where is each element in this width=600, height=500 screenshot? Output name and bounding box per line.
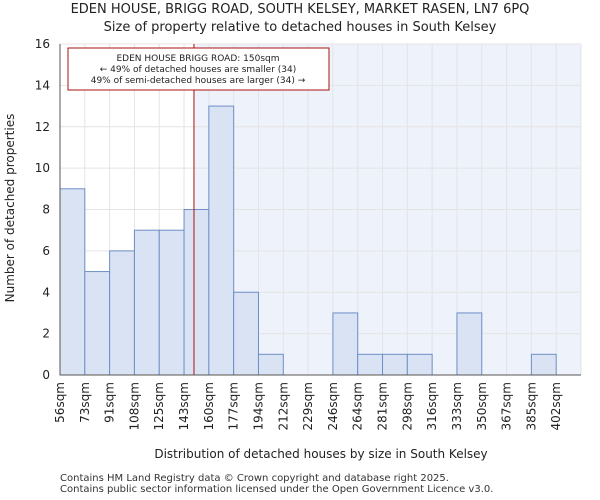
annotation-line-3: 49% of semi-detached houses are larger (… (91, 76, 306, 86)
y-tick-2: 2 (42, 327, 50, 341)
axes (59, 44, 581, 376)
bar-56sqm (59, 188, 86, 376)
y-tick-10: 10 (35, 161, 50, 175)
footer-line-1: Contains HM Land Registry data © Crown c… (60, 473, 449, 484)
y-tick-labels: 0 2 4 6 8 10 12 14 16 (35, 37, 50, 382)
y-axis-label: Number of detached properties (3, 114, 17, 303)
bar-125sqm (158, 229, 185, 376)
chart-subtitle: Size of property relative to detached ho… (103, 20, 497, 35)
x-tick-298sqm: 298sqm (400, 382, 414, 430)
x-axis-label: Distribution of detached houses by size … (154, 447, 487, 461)
x-tick-229sqm: 229sqm (301, 382, 315, 430)
x-tick-212sqm: 212sqm (276, 382, 290, 430)
bars (59, 105, 557, 376)
annotation-line-1: EDEN HOUSE BRIGG ROAD: 150sqm (117, 54, 280, 64)
bar-385sqm (530, 353, 557, 376)
y-tick-4: 4 (42, 285, 50, 299)
bar-108sqm (133, 229, 160, 376)
bar-281sqm (382, 353, 408, 376)
y-tick-0: 0 (42, 368, 50, 382)
x-tick-316sqm: 316sqm (425, 382, 439, 430)
x-tick-91sqm: 91sqm (103, 382, 117, 423)
annotation-box (67, 47, 330, 91)
y-tick-12: 12 (35, 120, 50, 134)
footer-line-2: Contains public sector information licen… (60, 484, 494, 495)
chart-title: EDEN HOUSE, BRIGG ROAD, SOUTH KELSEY, MA… (70, 2, 530, 17)
annotation-line-2: ← 49% of detached houses are smaller (34… (100, 65, 297, 75)
bar-194sqm (257, 353, 284, 376)
x-tick-177sqm: 177sqm (227, 382, 241, 430)
x-tick-367sqm: 367sqm (500, 382, 514, 430)
bar-73sqm (84, 271, 111, 376)
bar-177sqm (233, 291, 259, 376)
bar-160sqm (208, 105, 235, 376)
x-tick-281sqm: 281sqm (376, 382, 390, 430)
x-tick-350sqm: 350sqm (475, 382, 489, 430)
x-tick-333sqm: 333sqm (450, 382, 464, 430)
x-tick-264sqm: 264sqm (351, 382, 365, 430)
x-tick-labels: 56sqm 73sqm 91sqm 108sqm 125sqm 143sqm 160sqm 1… (53, 382, 563, 430)
property-annotation: EDEN HOUSE BRIGG ROAD: 150sqm ← 49% of d… (67, 47, 330, 91)
bar-298sqm (406, 353, 433, 376)
bar-246sqm (332, 312, 359, 376)
x-tick-125sqm: 125sqm (152, 382, 166, 430)
y-tick-6: 6 (42, 244, 50, 258)
y-tick-16: 16 (35, 37, 50, 51)
x-tick-246sqm: 246sqm (326, 382, 340, 430)
bar-333sqm (456, 312, 483, 376)
x-tick-108sqm: 108sqm (127, 382, 141, 430)
bar-143sqm (183, 209, 210, 376)
x-tick-402sqm: 402sqm (549, 382, 563, 430)
x-tick-73sqm: 73sqm (78, 382, 92, 423)
x-tick-160sqm: 160sqm (202, 382, 216, 430)
x-tick-56sqm: 56sqm (53, 382, 67, 423)
x-tick-143sqm: 143sqm (177, 382, 191, 430)
bar-91sqm (109, 250, 135, 376)
y-tick-14: 14 (35, 78, 50, 92)
bar-264sqm (357, 353, 384, 376)
x-tick-385sqm: 385sqm (524, 382, 538, 430)
y-tick-8: 8 (42, 203, 50, 217)
x-tick-194sqm: 194sqm (251, 382, 265, 430)
